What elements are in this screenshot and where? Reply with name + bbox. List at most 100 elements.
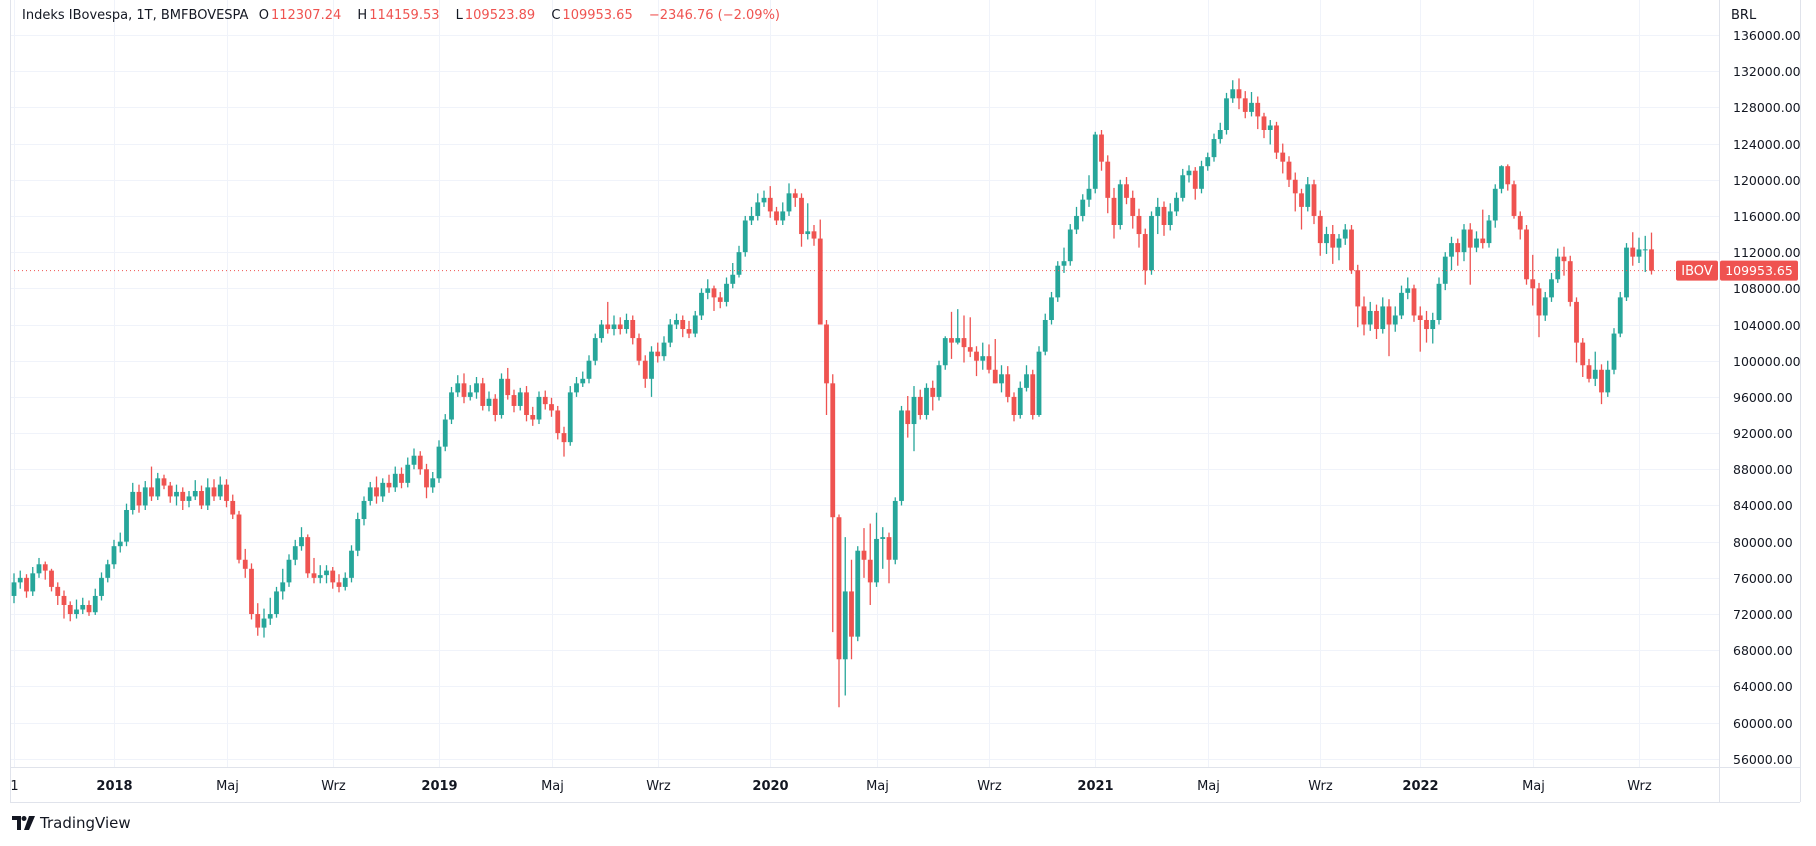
candle-body [1542, 297, 1548, 316]
price-tick-label: 88000.00 [1733, 462, 1793, 477]
candle-body [630, 319, 636, 339]
candle-body [1205, 157, 1211, 167]
candle-body [1017, 387, 1023, 415]
candle [780, 202, 786, 225]
candle [461, 373, 467, 404]
candle [505, 367, 511, 400]
candle [1336, 234, 1342, 261]
candle-body [1286, 161, 1292, 180]
candle [111, 539, 117, 569]
price-tick-label: 84000.00 [1733, 498, 1793, 513]
candle-body [17, 577, 23, 583]
candle [817, 219, 823, 325]
candle [1024, 365, 1029, 392]
candle-body [967, 347, 973, 352]
candle-body [1136, 215, 1142, 235]
candle-body [1355, 270, 1361, 307]
candle-body [880, 537, 886, 539]
candle [1455, 238, 1461, 266]
candle [367, 481, 373, 506]
legend-header: Indeks IBovespa, 1T, BMFBOVESPA O 112307.… [22, 8, 792, 23]
time-tick-label: Wrz [977, 779, 1002, 794]
candle-body [674, 319, 679, 325]
candle [1492, 184, 1498, 228]
candle [855, 546, 861, 642]
candle-body [905, 410, 911, 425]
candle [711, 285, 717, 311]
candle [705, 279, 711, 300]
candle [1042, 313, 1048, 356]
candle [1592, 351, 1598, 387]
candle-body [636, 338, 642, 361]
candle-body [549, 404, 554, 411]
candle [1636, 237, 1642, 263]
candle [30, 566, 36, 596]
candle [1030, 369, 1036, 420]
candle-body [1174, 197, 1179, 212]
candle [1230, 80, 1236, 103]
candle [336, 574, 342, 593]
candle-body [992, 369, 998, 384]
candle-body [436, 446, 442, 479]
candle-body [624, 319, 629, 330]
candle-body [1211, 139, 1217, 158]
candle [305, 534, 311, 578]
candle-body [367, 487, 373, 501]
candle-body [1324, 234, 1329, 244]
candle-body [592, 338, 598, 361]
candle [174, 484, 179, 506]
price-axis[interactable]: 136000.00 132000.00 128000.00 124000.00 1200… [1733, 28, 1801, 767]
candle-body [1099, 134, 1104, 162]
candle [342, 572, 348, 591]
candle-body [80, 604, 86, 610]
candle [1136, 208, 1142, 248]
candle-body [1424, 319, 1429, 330]
candle [1467, 223, 1473, 285]
candle-body [649, 351, 654, 379]
candle-body [1574, 301, 1579, 343]
candle [180, 487, 186, 510]
tradingview-logo[interactable]: TradingView [12, 814, 131, 832]
price-tick-label: 92000.00 [1733, 426, 1793, 441]
candle-body [1455, 243, 1461, 253]
candle-body [936, 365, 942, 397]
candles [11, 78, 1654, 708]
candle [1630, 232, 1636, 266]
candle-body [417, 455, 423, 470]
candle-body [1567, 261, 1573, 302]
candle-body [1517, 215, 1523, 230]
candle [1574, 297, 1579, 363]
candle-body [1317, 215, 1323, 244]
candle-body [605, 324, 611, 330]
candle-body [767, 197, 773, 212]
candle [986, 344, 992, 374]
candle [1480, 209, 1486, 249]
candle-body [130, 491, 136, 510]
candle-body [980, 356, 986, 361]
candle [1511, 180, 1517, 219]
time-axis[interactable]: 1 2018 Maj Wrz 2019 Maj Wrz 2020 Maj Wrz 2021 Maj Wr… [10, 779, 1652, 794]
candle [992, 338, 998, 384]
candle [649, 346, 654, 397]
candle [1299, 188, 1304, 230]
candle [1317, 210, 1323, 256]
candle [1017, 381, 1023, 419]
candle-body [449, 392, 454, 420]
candle [1599, 364, 1604, 405]
candle [499, 373, 504, 419]
price-tick-label: 72000.00 [1733, 607, 1793, 622]
candle-body [1617, 297, 1623, 334]
candle-body [399, 473, 404, 483]
candle-body [886, 537, 892, 560]
candle [299, 527, 304, 551]
candle [330, 566, 336, 589]
candle-body [536, 396, 542, 420]
candle [699, 288, 704, 320]
candle [680, 315, 686, 338]
candle [1449, 236, 1454, 271]
candle [155, 472, 161, 501]
candle [755, 193, 761, 221]
candle [449, 386, 454, 425]
candle [961, 315, 967, 363]
